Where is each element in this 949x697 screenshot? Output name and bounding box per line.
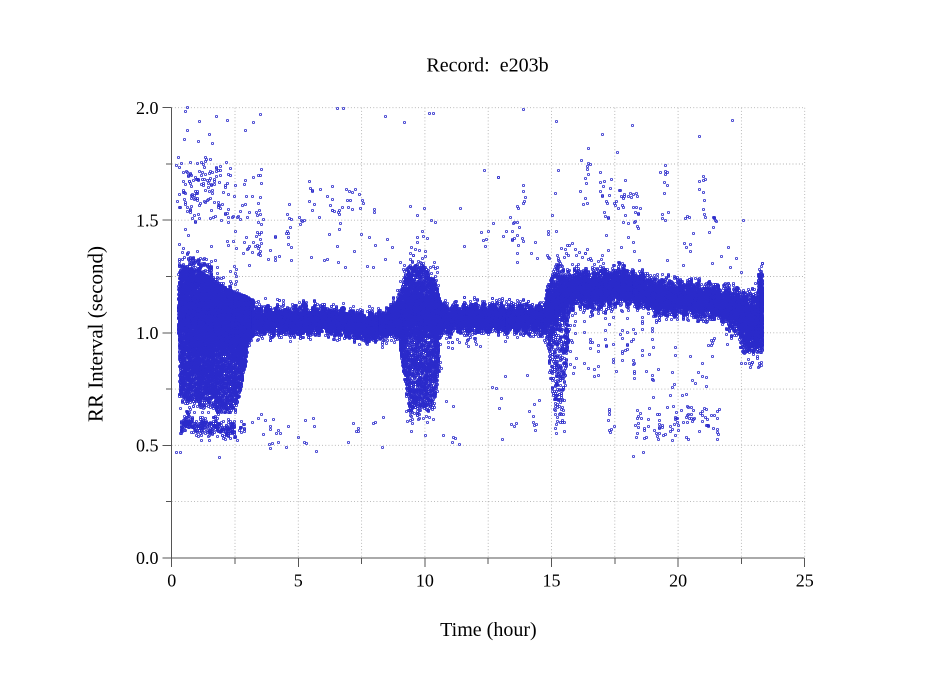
svg-text:5: 5 xyxy=(294,571,303,591)
svg-text:20: 20 xyxy=(669,571,687,591)
svg-text:15: 15 xyxy=(543,571,561,591)
svg-text:Time (hour): Time (hour) xyxy=(440,619,536,641)
svg-text:2.0: 2.0 xyxy=(136,98,159,118)
svg-text:0: 0 xyxy=(167,571,176,591)
svg-text:0.5: 0.5 xyxy=(136,436,159,456)
svg-text:Record: e203b: Record: e203b xyxy=(426,55,548,77)
svg-text:RR Interval (second): RR Interval (second) xyxy=(84,246,108,422)
svg-text:0.0: 0.0 xyxy=(136,548,159,568)
svg-text:1.0: 1.0 xyxy=(136,323,159,343)
svg-text:1.5: 1.5 xyxy=(136,210,159,230)
svg-text:25: 25 xyxy=(796,571,814,591)
svg-text:10: 10 xyxy=(416,571,434,591)
